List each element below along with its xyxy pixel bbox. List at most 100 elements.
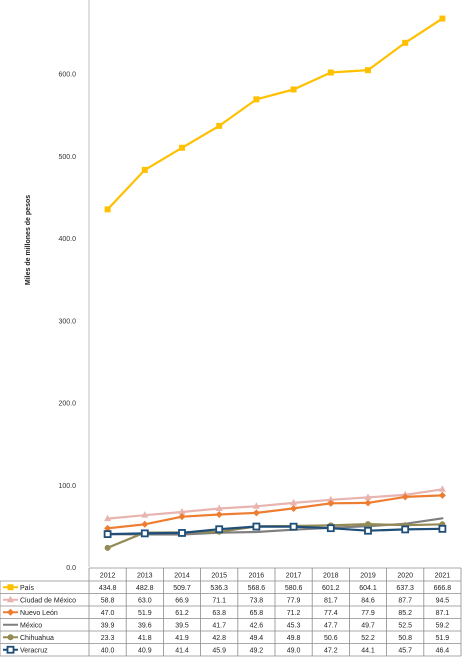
data-label: 71.1 xyxy=(212,597,226,604)
data-point xyxy=(289,522,298,531)
data-point xyxy=(179,144,185,151)
series-line-1 xyxy=(106,488,444,520)
data-point xyxy=(178,529,186,537)
data-point xyxy=(326,524,335,533)
data-label: 637.3 xyxy=(396,585,414,592)
data-label: 61.2 xyxy=(175,610,189,617)
data-label: 84.6 xyxy=(361,597,375,604)
data-point xyxy=(216,122,223,129)
data-point xyxy=(438,524,447,533)
series-line-0 xyxy=(106,17,444,211)
data-label: 52.5 xyxy=(398,622,412,629)
data-label: 42.6 xyxy=(250,622,264,629)
data-label: 42.8 xyxy=(212,635,226,642)
data-label: 47.0 xyxy=(101,610,115,617)
legend-marker xyxy=(7,584,14,591)
legend-marker xyxy=(6,645,15,654)
data-point xyxy=(104,206,111,213)
data-label: 65.8 xyxy=(250,610,264,617)
data-point xyxy=(364,493,372,500)
legend-label: Veracruz xyxy=(20,647,48,654)
data-point xyxy=(365,521,371,528)
data-label: 52.2 xyxy=(361,635,375,642)
data-label: 59.2 xyxy=(436,622,450,629)
x-tick-label: 2019 xyxy=(360,573,376,580)
data-point xyxy=(364,499,372,507)
data-point xyxy=(178,507,186,515)
data-point xyxy=(141,511,149,518)
data-label: 482.8 xyxy=(136,585,154,592)
data-point xyxy=(141,520,149,528)
series-layer xyxy=(103,15,447,551)
legend-label: Chihuahua xyxy=(20,635,54,642)
data-label: 58.8 xyxy=(101,597,115,604)
data-label: 87.7 xyxy=(398,597,412,604)
data-label: 44.1 xyxy=(361,647,375,654)
x-tick-label: 2021 xyxy=(435,573,451,580)
data-point xyxy=(365,67,371,74)
data-label: 45.9 xyxy=(212,647,226,654)
data-label: 87.1 xyxy=(436,610,450,617)
data-label: 63.0 xyxy=(138,597,152,604)
data-label: 63.8 xyxy=(212,610,226,617)
data-label: 666.8 xyxy=(434,585,452,592)
data-label: 568.6 xyxy=(248,585,266,592)
data-label: 77.9 xyxy=(287,597,301,604)
data-point xyxy=(215,525,224,534)
data-label: 50.8 xyxy=(398,635,412,642)
data-point xyxy=(252,509,260,517)
series-line-5 xyxy=(106,525,444,536)
y-tick-label: 200.0 xyxy=(58,401,76,408)
data-point xyxy=(327,69,334,76)
data-label: 73.8 xyxy=(250,597,264,604)
data-label: 47.2 xyxy=(324,647,338,654)
data-point xyxy=(140,529,149,538)
data-label: 41.4 xyxy=(175,647,189,654)
legend-marker xyxy=(7,634,14,641)
data-label: 39.9 xyxy=(101,622,115,629)
data-label: 39.6 xyxy=(138,622,152,629)
data-point xyxy=(104,544,111,551)
data-label: 85.2 xyxy=(398,610,412,617)
data-label: 49.2 xyxy=(250,647,264,654)
data-point xyxy=(104,524,112,532)
x-tick-label: 2013 xyxy=(137,573,153,580)
legend-label: México xyxy=(20,622,42,629)
data-label: 580.6 xyxy=(285,585,303,592)
data-point xyxy=(401,525,410,534)
data-point xyxy=(104,514,112,522)
data-point xyxy=(103,530,112,538)
legend-marker xyxy=(7,595,14,603)
series-line-2 xyxy=(106,494,444,530)
data-label: 49.8 xyxy=(287,635,301,642)
y-tick-label: 100.0 xyxy=(58,483,76,490)
data-label: 77.4 xyxy=(324,610,338,617)
data-point xyxy=(178,513,186,521)
data-point xyxy=(438,491,446,499)
data-label: 94.5 xyxy=(436,597,450,604)
data-label: 49.4 xyxy=(250,635,264,642)
data-label: 71.2 xyxy=(287,610,301,617)
y-tick-label: 0.0 xyxy=(66,565,76,572)
data-point xyxy=(438,485,446,492)
data-point xyxy=(252,502,260,509)
y-tick-label: 500.0 xyxy=(58,154,76,161)
data-point xyxy=(327,495,335,503)
data-label: 41.9 xyxy=(175,635,189,642)
data-label: 39.5 xyxy=(175,622,189,629)
x-tick-label: 2017 xyxy=(286,573,302,580)
data-label: 604.1 xyxy=(359,585,377,592)
data-point xyxy=(364,526,372,535)
axes: 0.0 100.0 200.0 300.0 400.0 500.0 600.0 xyxy=(58,0,90,572)
data-label: 81.7 xyxy=(324,597,338,604)
data-point xyxy=(252,522,261,531)
x-tick-label: 2014 xyxy=(174,573,190,580)
data-point xyxy=(327,499,335,507)
data-label: 45.3 xyxy=(287,622,301,629)
data-point xyxy=(401,493,409,501)
x-tick-label: 2018 xyxy=(323,573,339,580)
data-label: 51.9 xyxy=(138,610,152,617)
data-label: 23.3 xyxy=(101,635,115,642)
x-tick-label: 2012 xyxy=(100,573,116,580)
data-point xyxy=(402,39,409,46)
